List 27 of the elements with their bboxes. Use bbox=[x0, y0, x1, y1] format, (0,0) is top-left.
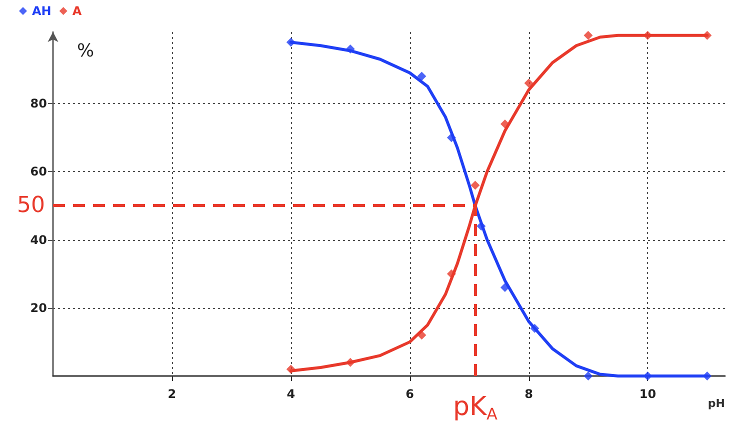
point bbox=[286, 364, 296, 374]
point bbox=[446, 269, 456, 278]
ref-line-label: 50 bbox=[17, 193, 45, 218]
y-tick-label: 60 bbox=[30, 164, 47, 179]
point bbox=[470, 180, 480, 190]
point bbox=[346, 358, 355, 367]
x-axis-title: pH bbox=[708, 397, 725, 410]
x-tick-label: 10 bbox=[639, 387, 656, 401]
point bbox=[530, 324, 540, 333]
legend-label: A bbox=[72, 4, 82, 18]
y-tick-label: 20 bbox=[30, 300, 47, 315]
point bbox=[584, 372, 593, 380]
point bbox=[584, 30, 593, 40]
point bbox=[524, 78, 534, 88]
x-tick-label: 6 bbox=[406, 387, 414, 401]
x-tick-label: 8 bbox=[524, 387, 533, 401]
point bbox=[446, 133, 456, 142]
point bbox=[346, 44, 355, 54]
point bbox=[417, 72, 426, 81]
point bbox=[417, 330, 426, 340]
legend-label: AH bbox=[32, 4, 52, 18]
y-tick-label: 40 bbox=[30, 232, 47, 247]
y-tick-label: 80 bbox=[30, 96, 47, 111]
x-tick-label: 2 bbox=[168, 387, 176, 401]
y-axis-title: % bbox=[77, 40, 94, 62]
point bbox=[286, 38, 296, 47]
x-tick-label: 4 bbox=[286, 387, 296, 401]
